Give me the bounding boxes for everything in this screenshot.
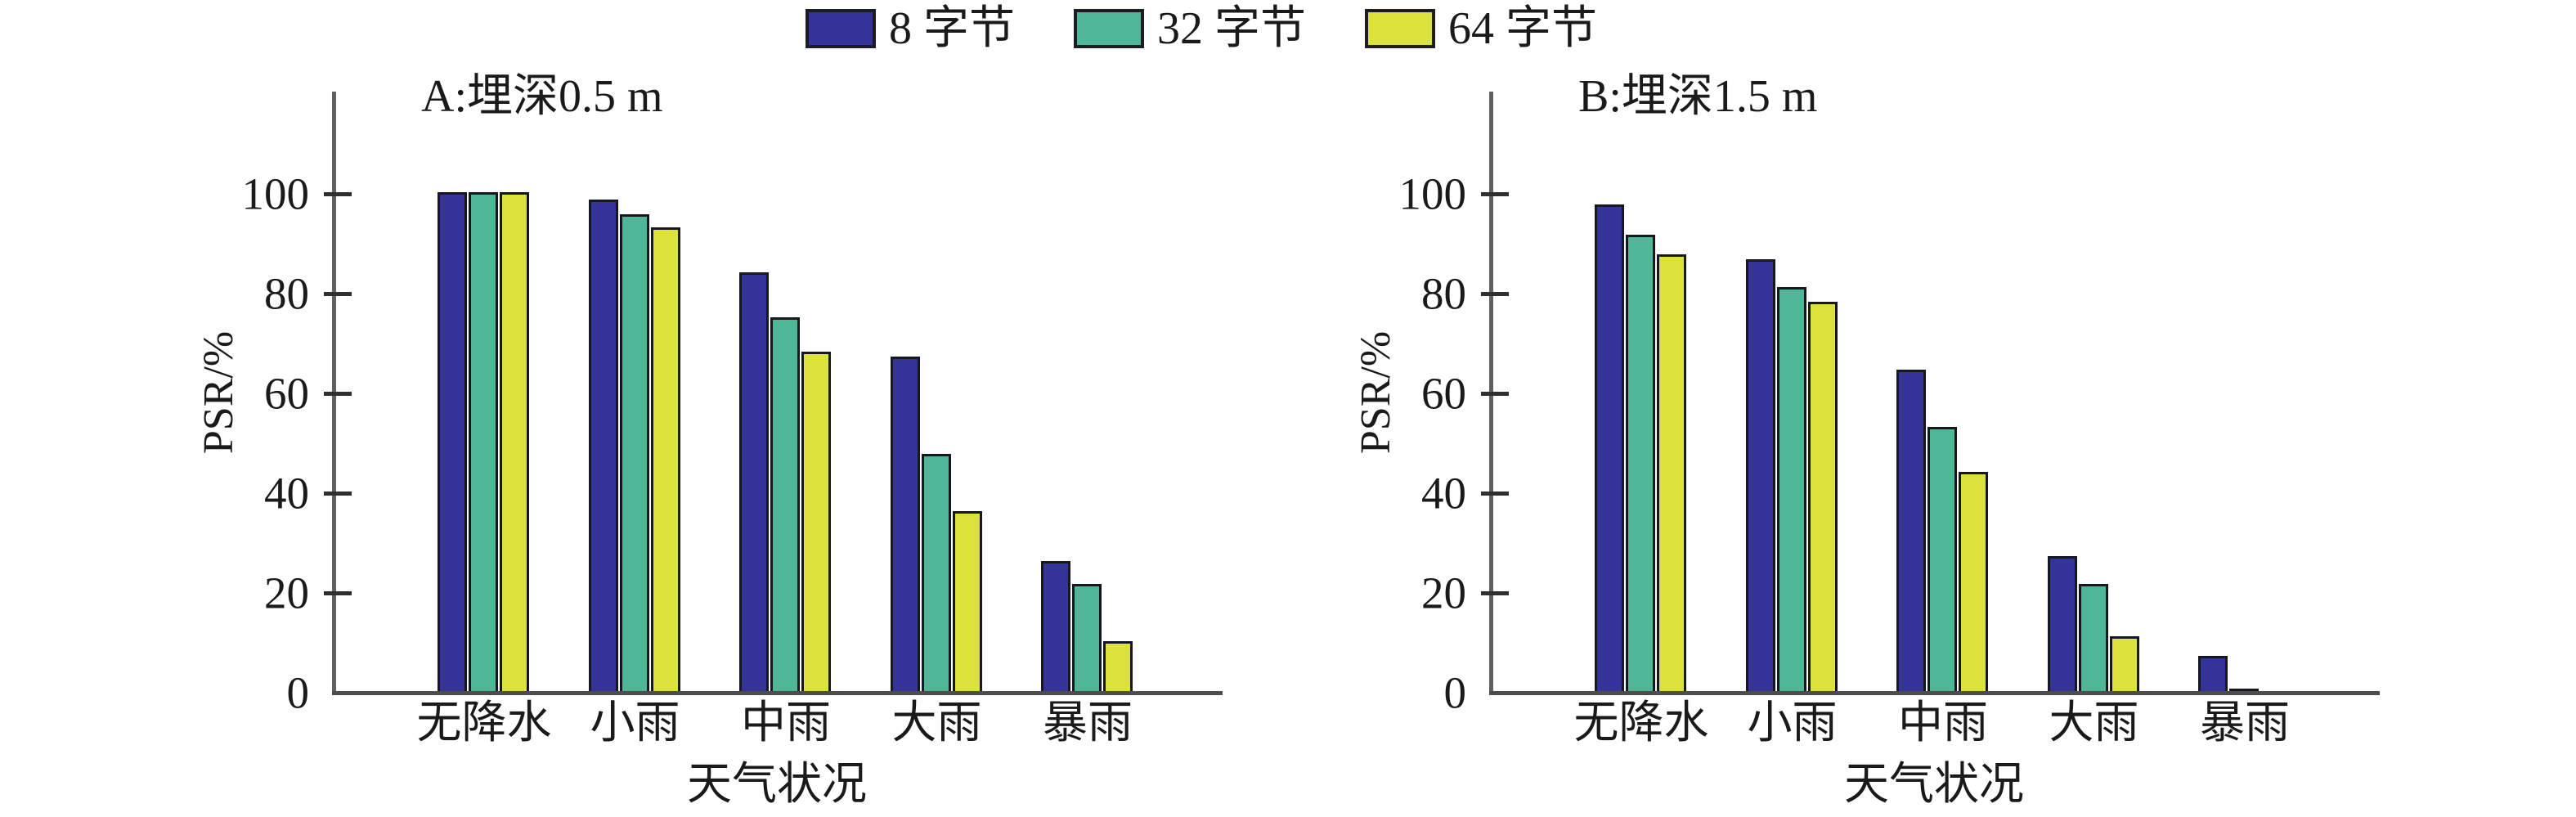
x-category-label: 暴雨 (1042, 698, 1133, 747)
panel-title-a: A:埋深0.5 m (421, 71, 663, 122)
bar-series2-cat1 (1807, 302, 1838, 691)
chart-panel-a: A:埋深0.5 m PSR/% 天气状况 0 20 40 60 80 100 无降水 小雨 中雨… (195, 71, 1223, 809)
y-tick-label: 60 (264, 368, 309, 419)
legend-label-8-bytes: 8 字节 (889, 3, 1015, 54)
x-category-label: 小雨 (590, 698, 680, 747)
y-tick-mark (324, 192, 352, 196)
bar-series1-cat1 (1776, 286, 1806, 691)
y-tick-mark (1481, 292, 1509, 296)
legend-item-8-bytes: 8 字节 (806, 6, 1015, 52)
x-category-label: 暴雨 (2199, 698, 2290, 747)
bar-series1-cat4 (1072, 583, 1102, 691)
legend-label-32-bytes: 32 字节 (1157, 3, 1306, 54)
bar-series2-cat3 (952, 511, 982, 691)
bar-series1-cat3 (2078, 583, 2108, 691)
y-tick-label: 100 (241, 168, 310, 219)
legend-label-64-bytes: 64 字节 (1448, 3, 1597, 54)
x-category-label: 大雨 (891, 698, 982, 747)
bar-series2-cat0 (500, 192, 529, 691)
x-category-label: 小雨 (1747, 698, 1838, 747)
y-tick-mark (324, 591, 352, 595)
legend: 8 字节 32 字节 64 字节 (806, 3, 1597, 54)
panel-title-b: B:埋深1.5 m (1578, 71, 1818, 122)
y-tick-mark (1481, 192, 1509, 196)
y-tick-label: 20 (1421, 568, 1466, 618)
bar-series2-cat2 (801, 352, 831, 691)
bar-series0-cat4 (2198, 656, 2228, 691)
y-tick-mark (324, 492, 352, 496)
bar-series2-cat3 (2109, 635, 2139, 691)
bar-series0-cat0 (1595, 204, 1624, 691)
bar-series1-cat2 (770, 316, 800, 691)
x-axis-line (332, 691, 1223, 695)
bar-series1-cat4 (2229, 688, 2259, 691)
x-axis-title-b: 天气状况 (1843, 759, 2024, 809)
bar-series1-cat0 (1626, 234, 1655, 691)
chart-panel-b: B:埋深1.5 m PSR/% 天气状况 0 20 40 60 80 100 无降水 小雨 中雨… (1157, 0, 2445, 817)
legend-item-32-bytes: 32 字节 (1074, 6, 1306, 52)
bar-series1-cat3 (921, 454, 951, 691)
x-category-label: 无降水 (416, 698, 552, 747)
bar-series0-cat1 (1745, 259, 1775, 691)
y-tick-label: 80 (1421, 268, 1466, 319)
bar-series0-cat3 (2047, 556, 2077, 691)
bar-series0-cat0 (438, 192, 467, 691)
bar-series0-cat3 (890, 357, 920, 691)
bar-series0-cat2 (739, 272, 769, 691)
y-tick-label: 0 (286, 667, 310, 718)
x-axis-title-a: 天气状况 (686, 759, 867, 809)
bar-series1-cat1 (619, 214, 649, 691)
legend-swatch-64-bytes-icon (1365, 9, 1435, 48)
y-tick-label: 100 (1398, 168, 1467, 219)
bar-series2-cat4 (1103, 641, 1133, 691)
bar-series1-cat2 (1928, 426, 1957, 691)
legend-swatch-8-bytes-icon (806, 9, 876, 48)
bar-series0-cat2 (1896, 369, 1926, 691)
y-tick-label: 0 (1443, 667, 1467, 718)
y-tick-label: 20 (264, 568, 309, 618)
bar-series2-cat2 (1959, 471, 1988, 691)
y-tick-label: 40 (1421, 468, 1466, 518)
x-category-label: 中雨 (1897, 698, 1988, 747)
bar-series0-cat4 (1041, 561, 1070, 691)
y-tick-label: 60 (1421, 368, 1466, 419)
y-tick-label: 40 (264, 468, 309, 518)
y-tick-label: 80 (264, 268, 309, 319)
y-tick-mark (324, 392, 352, 396)
y-tick-mark (1481, 492, 1509, 496)
legend-item-64-bytes: 64 字节 (1365, 6, 1597, 52)
y-tick-mark (324, 292, 352, 296)
x-category-label: 中雨 (740, 698, 831, 747)
bar-series2-cat0 (1657, 254, 1686, 691)
y-tick-mark (1481, 591, 1509, 595)
bar-series2-cat1 (650, 227, 680, 691)
x-category-label: 大雨 (2049, 698, 2139, 747)
legend-swatch-32-bytes-icon (1074, 9, 1144, 48)
x-category-label: 无降水 (1573, 698, 1709, 747)
x-axis-line (1489, 691, 2380, 695)
bar-series1-cat0 (469, 192, 498, 691)
bar-series0-cat1 (588, 200, 618, 691)
y-tick-mark (1481, 392, 1509, 396)
